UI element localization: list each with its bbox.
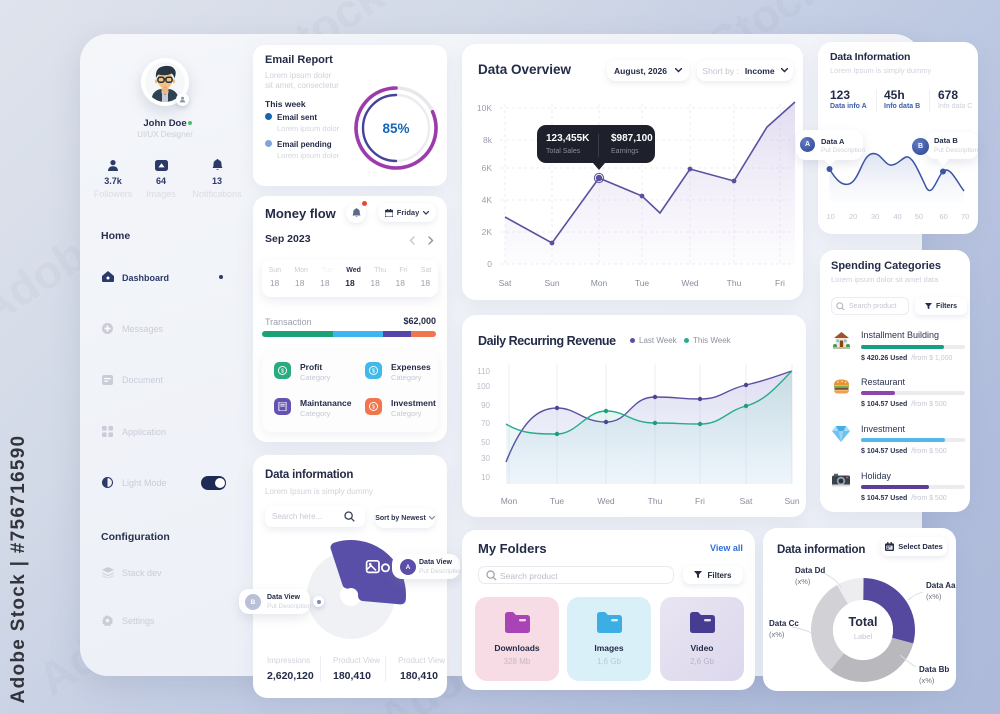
svg-text:50: 50	[481, 438, 490, 447]
svg-text:10: 10	[827, 212, 835, 221]
svg-text:0: 0	[487, 259, 492, 269]
svg-text:20: 20	[849, 212, 857, 221]
svg-text:Wed: Wed	[597, 496, 615, 506]
svg-text:Mon: Mon	[591, 278, 608, 288]
svg-text:Thu: Thu	[648, 496, 663, 506]
svg-text:100: 100	[477, 382, 491, 391]
svg-text:Thu: Thu	[727, 278, 742, 288]
svg-text:Fri: Fri	[775, 278, 785, 288]
svg-text:10: 10	[481, 473, 490, 482]
svg-text:60: 60	[940, 212, 948, 221]
svg-text:Mon: Mon	[501, 496, 518, 506]
svg-text:Wed: Wed	[681, 278, 699, 288]
svg-text:90: 90	[481, 401, 490, 410]
svg-text:50: 50	[915, 212, 923, 221]
svg-text:Sun: Sun	[784, 496, 799, 506]
svg-text:4K: 4K	[482, 195, 493, 205]
svg-text:2K: 2K	[482, 227, 493, 237]
svg-text:Fri: Fri	[695, 496, 705, 506]
svg-text:30: 30	[871, 212, 879, 221]
svg-text:Sun: Sun	[544, 278, 559, 288]
svg-text:40: 40	[893, 212, 901, 221]
svg-text:Tue: Tue	[635, 278, 650, 288]
svg-text:6K: 6K	[482, 163, 493, 173]
svg-text:Sat: Sat	[499, 278, 512, 288]
svg-text:$: $	[372, 368, 375, 374]
svg-text:Tue: Tue	[550, 496, 565, 506]
svg-text:$: $	[372, 404, 375, 410]
svg-text:70: 70	[481, 419, 490, 428]
svg-text:110: 110	[477, 367, 490, 376]
svg-text:85%: 85%	[382, 121, 409, 136]
svg-text:Sat: Sat	[740, 496, 753, 506]
svg-text:30: 30	[481, 454, 490, 463]
svg-text:70: 70	[961, 212, 969, 221]
svg-text:10K: 10K	[477, 103, 492, 113]
svg-text:$: $	[281, 368, 284, 374]
svg-text:8k: 8k	[483, 135, 493, 145]
